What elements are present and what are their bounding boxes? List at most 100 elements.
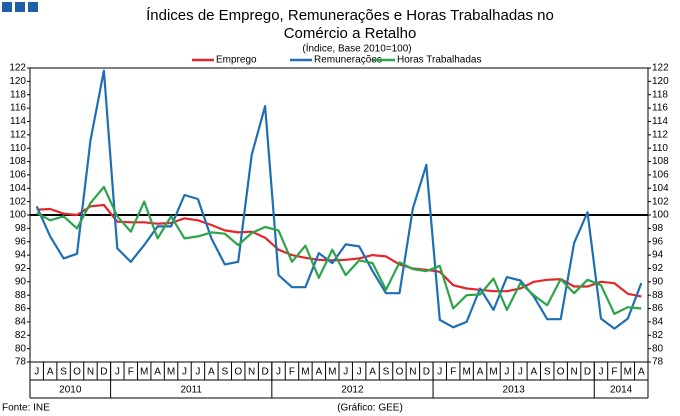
y2-tick-label: 110 <box>652 143 668 154</box>
legend-label: Remunerações <box>314 55 382 66</box>
x-tick-label: J <box>504 367 509 378</box>
x-tick-label: J <box>343 367 348 378</box>
x-tick-label: M <box>328 367 336 378</box>
y2-tick-label: 122 <box>652 63 669 74</box>
x-tick-label: N <box>570 367 577 378</box>
x-tick-label: A <box>530 367 537 378</box>
y-tick-label: 102 <box>9 196 26 207</box>
x-tick-label: J <box>115 367 120 378</box>
x-tick-label: J <box>437 367 442 378</box>
x-tick-label: F <box>611 367 617 378</box>
y-tick-label: 90 <box>15 276 27 287</box>
y2-tick-label: 78 <box>652 357 664 368</box>
x-tick-label: O <box>396 367 404 378</box>
chart-title: Comércio a Retalho <box>284 25 417 42</box>
x-tick-label: J <box>182 367 187 378</box>
y2-tick-label: 114 <box>652 116 668 127</box>
x-tick-label: D <box>584 367 591 378</box>
x-tick-label: S <box>544 367 551 378</box>
x-tick-label: M <box>140 367 148 378</box>
y-tick-label: 106 <box>9 170 26 181</box>
y2-tick-label: 108 <box>652 156 669 167</box>
x-tick-label: A <box>477 367 484 378</box>
year-label: 2010 <box>59 385 82 396</box>
source: Fonte: INE <box>2 403 50 414</box>
x-tick-label: D <box>100 367 107 378</box>
y2-tick-label: 98 <box>652 223 664 234</box>
x-tick-label: J <box>357 367 362 378</box>
y-tick-label: 78 <box>15 357 27 368</box>
x-tick-label: J <box>34 367 39 378</box>
chart-title: Índices de Emprego, Remunerações e Horas… <box>146 7 554 24</box>
y-tick-label: 120 <box>9 76 26 87</box>
y2-tick-label: 92 <box>652 263 664 274</box>
x-tick-label: D <box>261 367 268 378</box>
y-tick-label: 80 <box>15 343 27 354</box>
y-tick-label: 114 <box>10 116 26 127</box>
x-tick-label: A <box>208 367 215 378</box>
x-tick-label: O <box>73 367 81 378</box>
x-tick-label: A <box>47 367 54 378</box>
logo-square <box>28 2 38 12</box>
y-tick-label: 100 <box>9 210 26 221</box>
x-tick-label: F <box>128 367 134 378</box>
legend-label: Horas Trabalhadas <box>397 55 482 66</box>
y-tick-label: 86 <box>15 303 27 314</box>
logo-square <box>15 2 25 12</box>
y2-tick-label: 80 <box>652 343 664 354</box>
y-tick-label: 98 <box>15 223 27 234</box>
year-label: 2013 <box>503 385 526 396</box>
y2-tick-label: 86 <box>652 303 664 314</box>
year-label: 2011 <box>180 385 202 396</box>
x-tick-label: D <box>423 367 430 378</box>
x-tick-label: A <box>154 367 161 378</box>
year-label: 2012 <box>341 385 364 396</box>
year-label: 2014 <box>610 385 633 396</box>
y2-tick-label: 118 <box>652 89 668 100</box>
y-tick-label: 84 <box>15 317 27 328</box>
y2-tick-label: 106 <box>652 170 669 181</box>
x-tick-label: J <box>276 367 281 378</box>
y-tick-label: 110 <box>10 143 26 154</box>
x-tick-label: A <box>638 367 645 378</box>
credit: (Gráfico: GEE) <box>337 403 403 414</box>
x-tick-label: M <box>624 367 632 378</box>
series-line <box>35 69 643 330</box>
y-tick-label: 92 <box>15 263 27 274</box>
y2-tick-label: 116 <box>652 103 668 114</box>
legend-label: Emprego <box>216 55 257 66</box>
x-tick-label: M <box>167 367 175 378</box>
x-tick-label: N <box>87 367 94 378</box>
y-tick-label: 104 <box>9 183 26 194</box>
y-tick-label: 82 <box>15 330 27 341</box>
x-tick-label: N <box>409 367 416 378</box>
y2-tick-label: 94 <box>652 250 664 261</box>
x-tick-label: A <box>369 367 376 378</box>
logo-square <box>2 2 12 12</box>
y2-tick-label: 102 <box>652 196 669 207</box>
x-tick-label: M <box>489 367 497 378</box>
y2-tick-label: 112 <box>652 129 668 140</box>
y-tick-label: 122 <box>9 63 26 74</box>
y-tick-label: 94 <box>15 250 27 261</box>
x-tick-label: M <box>462 367 470 378</box>
x-tick-label: N <box>248 367 255 378</box>
x-tick-label: O <box>234 367 242 378</box>
x-tick-label: F <box>450 367 456 378</box>
x-tick-label: F <box>289 367 295 378</box>
x-tick-label: S <box>383 367 390 378</box>
y2-tick-label: 100 <box>652 210 669 221</box>
y-tick-label: 96 <box>15 236 27 247</box>
x-tick-label: J <box>518 367 523 378</box>
y2-tick-label: 82 <box>652 330 664 341</box>
x-tick-label: J <box>598 367 603 378</box>
y2-tick-label: 90 <box>652 276 664 287</box>
x-tick-label: A <box>316 367 323 378</box>
y2-tick-label: 96 <box>652 236 664 247</box>
series-line <box>36 185 642 315</box>
y-tick-label: 118 <box>10 89 26 100</box>
x-tick-label: S <box>60 367 67 378</box>
y2-tick-label: 88 <box>652 290 664 301</box>
y2-tick-label: 104 <box>652 183 669 194</box>
chart-subtitle: (Índice, Base 2010=100) <box>302 42 411 55</box>
